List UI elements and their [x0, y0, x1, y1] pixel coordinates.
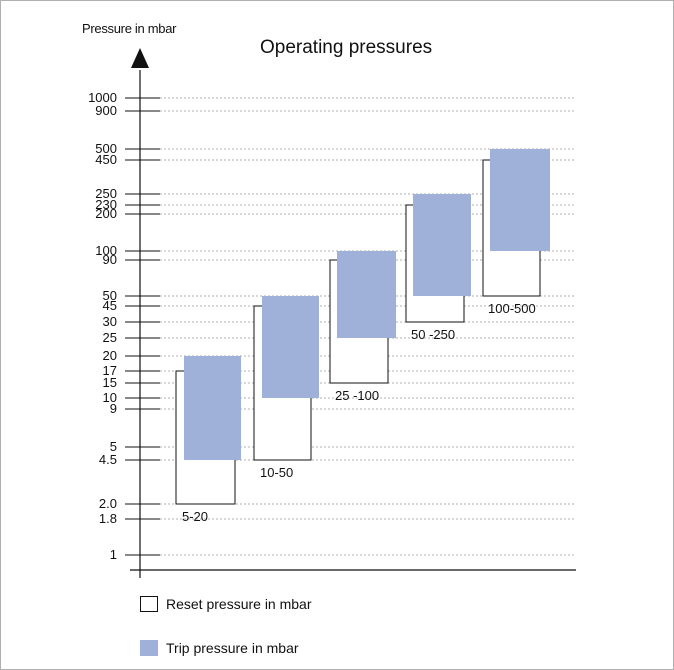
y-tick-label: 4.5 — [99, 452, 117, 467]
reset-swatch-icon — [140, 596, 158, 612]
y-tick-label: 50 — [103, 288, 117, 303]
legend-label-reset: Reset pressure in mbar — [166, 596, 312, 612]
y-tick-label: 10 — [103, 390, 117, 405]
range-label: 100-500 — [488, 301, 536, 316]
y-tick-label: 2.0 — [99, 496, 117, 511]
y-tick-label: 45 — [103, 298, 117, 313]
range-label: 10-50 — [260, 465, 293, 480]
y-tick-label: 20 — [103, 348, 117, 363]
range-bars — [175, 149, 550, 505]
y-tick-label: 1000 — [88, 90, 117, 105]
trip-range-bar — [337, 251, 396, 338]
legend-label-trip: Trip pressure in mbar — [166, 640, 299, 656]
y-tick-label: 100 — [95, 243, 117, 258]
range-labels: 5-20 10-50 25 -100 50 -250 100-500 — [182, 301, 536, 524]
y-tick-label: 900 — [95, 103, 117, 118]
y-axis-label: Pressure in mbar — [82, 21, 177, 36]
y-tick-label: 200 — [95, 206, 117, 221]
y-tick-label: 9 — [110, 401, 117, 416]
trip-range-bar — [413, 194, 471, 296]
y-tick-label: 450 — [95, 152, 117, 167]
y-tick-label: 500 — [95, 141, 117, 156]
y-tick-label: 30 — [103, 314, 117, 329]
y-tick-label: 90 — [103, 252, 117, 267]
trip-range-bar — [184, 356, 241, 460]
chart-title: Operating pressures — [260, 37, 432, 58]
y-axis-arrow-icon — [131, 48, 149, 68]
y-tick-label: 15 — [103, 375, 117, 390]
y-tick-label: 1.8 — [99, 511, 117, 526]
y-tick-label: 230 — [95, 197, 117, 212]
trip-range-bar — [262, 296, 319, 398]
y-tick-label: 250 — [95, 186, 117, 201]
y-axis-ticks: 1000900500450250230200100905045302520171… — [88, 90, 160, 562]
range-label: 5-20 — [182, 509, 208, 524]
range-label: 25 -100 — [335, 388, 379, 403]
y-tick-label: 1 — [110, 547, 117, 562]
legend-item-trip: Trip pressure in mbar — [140, 640, 299, 656]
trip-range-bar — [490, 149, 550, 251]
legend-item-reset: Reset pressure in mbar — [140, 596, 312, 612]
y-tick-label: 5 — [110, 439, 117, 454]
trip-swatch-icon — [140, 640, 158, 656]
range-label: 50 -250 — [411, 327, 455, 342]
y-tick-label: 17 — [103, 363, 117, 378]
y-tick-label: 25 — [103, 330, 117, 345]
